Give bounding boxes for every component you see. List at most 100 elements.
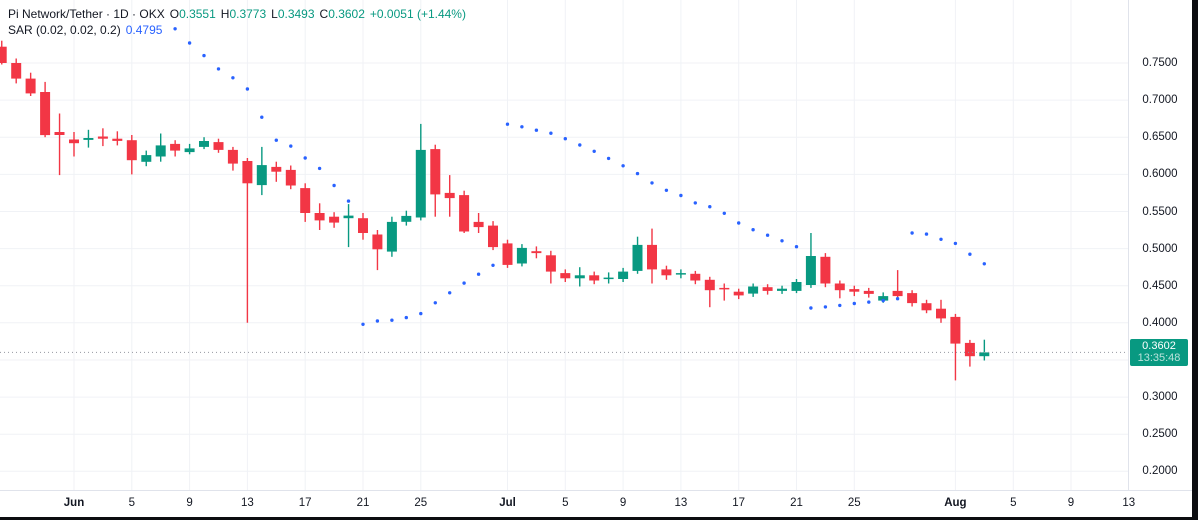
candle-body [921,303,932,311]
sar-dot [809,306,813,310]
sar-dot [881,298,885,303]
candle-body [516,247,527,264]
sar-dot [592,149,596,153]
candle-body [950,316,961,344]
candle-body [386,221,397,252]
candle-body [11,63,22,79]
candle-body [69,139,79,144]
time-axis-label: 21 [790,497,803,509]
time-axis-label: 9 [619,497,627,509]
candle-body [83,138,94,140]
candle-body [820,256,831,284]
candle-body [314,213,325,221]
symbol-title[interactable]: Pi Network/Tether · 1D · OKX [8,7,165,21]
candle-body [126,140,137,161]
sar-dot [476,272,481,276]
last-price: 0.3602 [1142,339,1176,352]
time-axis-label: 21 [356,497,370,509]
sar-dot [939,237,943,241]
time-axis-label: 13 [240,497,254,509]
price-axis-label: 0.2000 [1142,465,1178,478]
candle-body [878,296,889,301]
price-axis-label: 0.3000 [1142,391,1178,404]
sar-dot [708,205,712,209]
sar-dot [303,156,307,160]
candle-body [459,195,470,232]
price-axis-label: 0.5500 [1142,205,1178,218]
candle-body [473,221,484,228]
sar-dot [433,301,437,305]
sar-dot [563,137,567,141]
candle-body [618,271,629,279]
change-value: +0.0051 (+1.44%) [369,7,466,21]
candle-body [401,215,412,222]
candle-body [0,46,7,63]
sar-dot [549,131,553,135]
sar-dot [216,67,221,71]
sar-dot [375,319,380,323]
candle-body [632,244,643,271]
chart-plot-area[interactable] [0,0,1128,490]
candle-body [907,293,918,304]
price-axis-label: 0.7500 [1142,57,1178,69]
candle-body [141,155,152,162]
candle-body [256,165,267,186]
sar-dot [606,156,611,161]
sar-dot [650,181,654,185]
candle-body [748,286,759,294]
sar-dot [722,211,726,215]
candle-body [358,218,368,233]
candle-body [560,273,571,279]
candle-body [574,275,585,279]
price-axis-label: 0.4000 [1142,316,1178,329]
legend-symbol-row: Pi Network/Tether · 1D · OKX O0.3551 H0.… [8,6,466,22]
candle-body [791,282,802,291]
sar-dot [664,188,669,192]
time-axis-label: 9 [1067,497,1075,509]
price-axis-label: 0.7000 [1142,94,1178,107]
time-axis-label: Jun [63,497,85,509]
sar-dot [491,263,495,267]
candle-body [184,148,195,153]
candle-body [661,269,672,276]
sar-dot [823,305,828,309]
sar-dot [448,291,452,295]
candle-body [647,244,657,270]
sar-dot [953,241,958,246]
candle-body [227,149,238,164]
chart-legend: Pi Network/Tether · 1D · OKX O0.3551 H0.… [8,6,466,38]
sar-dot [679,193,683,198]
sar-dot [968,252,972,256]
price-axis[interactable]: 0.7500 0.7000 0.6500 0.6000 0.5500 0.5000 0.45… [1128,0,1193,490]
sar-dot [621,164,625,168]
legend-indicator-row: SAR (0.02, 0.02, 0.2) 0.4795 [8,22,466,38]
candle-body [213,142,224,150]
sar-dot [462,281,466,285]
candle-body [112,138,123,141]
candle-body [690,273,701,281]
sar-dot [751,228,755,232]
candle-body [805,256,816,285]
time-axis-label: Jul [499,497,516,509]
sar-dot [346,199,351,203]
sar-dot [187,41,192,45]
price-axis-label: 0.5000 [1142,242,1178,255]
price-axis-label: 0.6000 [1142,168,1178,181]
candle-body [155,145,166,157]
candle-body [531,251,542,254]
candle-body [488,225,498,248]
candle-body [719,287,730,290]
sar-dot [867,300,871,304]
indicator-title[interactable]: SAR (0.02, 0.02, 0.2) [8,23,121,37]
open-value: O0.3551 [169,7,216,21]
candle-body [733,291,744,296]
sar-dot [895,297,900,301]
sar-dot [852,301,856,306]
window-bottom-edge [0,517,1198,520]
close-value: C0.3602 [319,7,365,21]
candle-body [271,166,282,172]
time-axis[interactable]: Jun 5 9 13 17 21 25 Jul 5 9 13 17 21 25 Aug 5 9 13 [0,490,1198,518]
candle-body [834,283,845,291]
candle-body [979,352,990,357]
